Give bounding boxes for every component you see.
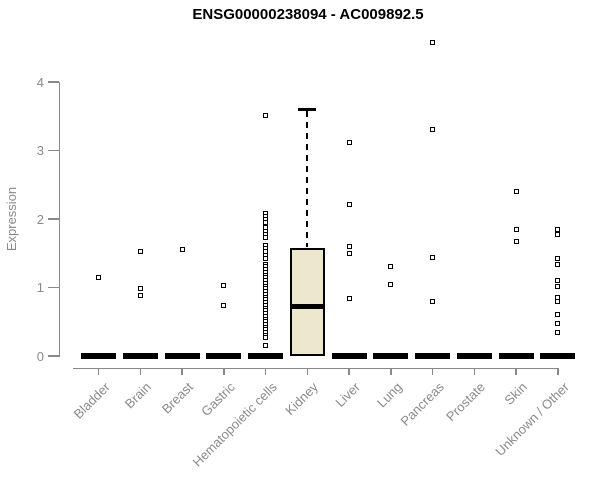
outlier-point <box>513 227 519 233</box>
y-tick-label: 1 <box>36 280 44 295</box>
outlier-point <box>263 342 269 348</box>
x-tick <box>181 368 183 375</box>
y-tick <box>48 218 59 220</box>
collapsed-box <box>456 353 492 359</box>
y-tick-label: 4 <box>36 74 44 90</box>
collapsed-box <box>498 353 534 359</box>
outlier-point <box>555 312 561 318</box>
outlier-point <box>430 127 436 133</box>
y-axis-line <box>59 82 61 357</box>
outlier-point <box>555 231 561 237</box>
y-tick-label: 0 <box>36 348 44 364</box>
outlier-point <box>137 286 143 292</box>
x-tick <box>139 368 142 375</box>
outlier-point <box>263 335 269 340</box>
outlier-point <box>263 255 269 261</box>
y-tick <box>48 355 59 357</box>
outlier-point <box>388 282 394 288</box>
outlier-point <box>346 250 352 256</box>
outlier-point <box>555 278 561 284</box>
whisker-line <box>306 111 309 247</box>
median-line <box>289 304 325 310</box>
outlier-point <box>221 282 227 288</box>
collapsed-box <box>331 353 367 359</box>
y-tick <box>48 286 59 289</box>
y-tick <box>48 149 59 152</box>
whisker-cap <box>298 108 317 111</box>
x-tick <box>97 368 100 375</box>
x-tick <box>557 368 559 375</box>
outlier-point <box>555 298 561 304</box>
outlier-point <box>430 299 436 305</box>
outlier-point <box>555 255 561 261</box>
outlier-point <box>513 239 519 245</box>
x-tick <box>390 368 392 375</box>
outlier-point <box>263 113 269 119</box>
box <box>289 247 325 356</box>
outlier-point <box>555 320 561 326</box>
collapsed-box <box>164 353 200 359</box>
y-tick-label: 3 <box>36 143 44 158</box>
x-tick <box>306 368 309 375</box>
outlier-point <box>430 39 436 45</box>
collapsed-box <box>206 353 242 359</box>
x-axis-line <box>73 367 559 369</box>
y-tick-label: 2 <box>36 211 44 227</box>
outlier-point <box>221 303 227 309</box>
outlier-point <box>137 292 143 298</box>
outlier-point <box>555 262 561 268</box>
outlier-point <box>555 226 561 232</box>
x-tick <box>223 368 225 375</box>
outlier-point <box>179 246 185 252</box>
outlier-point <box>137 249 143 255</box>
outlier-point <box>346 295 352 301</box>
x-tick <box>473 368 476 375</box>
outlier-point <box>388 263 394 269</box>
collapsed-box <box>248 353 284 359</box>
collapsed-box <box>415 353 451 359</box>
outlier-point <box>555 329 561 335</box>
outlier-point <box>263 219 269 225</box>
outlier-point <box>555 283 561 289</box>
collapsed-box <box>122 353 158 359</box>
collapsed-box <box>81 353 117 359</box>
collapsed-box <box>540 353 576 359</box>
outlier-point <box>96 274 102 280</box>
outlier-point <box>263 234 269 240</box>
outlier-point <box>346 140 352 146</box>
outlier-point <box>430 254 436 260</box>
x-tick-label: Unknown / Other <box>492 379 572 459</box>
chart-title: ENSG00000238094 - AC009892.5 <box>192 6 424 23</box>
y-tick <box>48 81 59 83</box>
outlier-point <box>513 189 519 195</box>
x-tick <box>264 368 267 375</box>
x-tick <box>348 368 350 375</box>
x-tick <box>431 368 434 375</box>
collapsed-box <box>373 353 409 359</box>
outlier-point <box>346 243 352 249</box>
x-tick <box>515 368 517 375</box>
outlier-point <box>346 202 352 208</box>
